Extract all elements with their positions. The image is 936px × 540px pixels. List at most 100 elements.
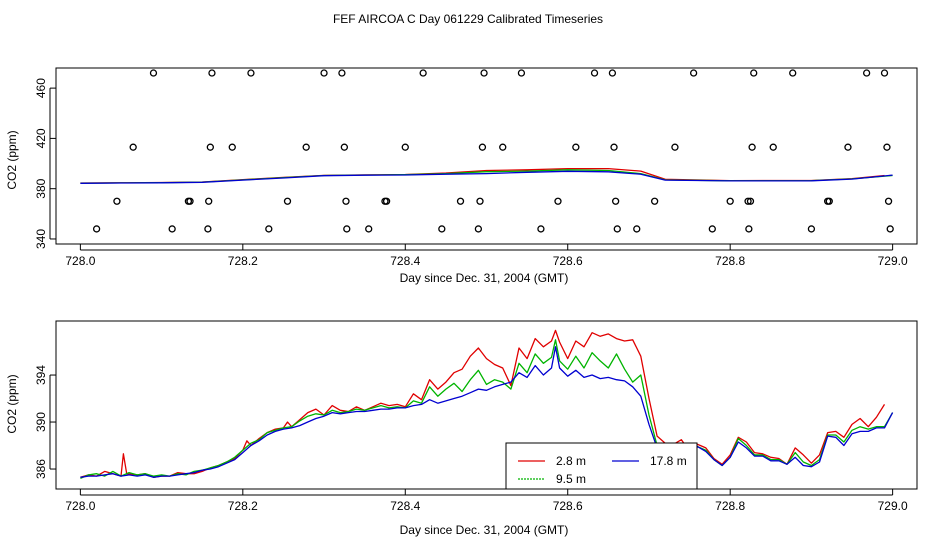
marker-point (320, 69, 328, 77)
marker-point (382, 197, 391, 205)
marker-point (129, 143, 137, 151)
marker-point (342, 197, 350, 205)
marker-point (499, 143, 507, 151)
marker-point (769, 143, 777, 151)
marker-point (302, 143, 310, 151)
top-y-tick-label: 340 (34, 229, 48, 249)
marker-point (883, 143, 891, 151)
marker-point (365, 225, 373, 233)
marker-point (476, 197, 484, 205)
marker-point (726, 197, 734, 205)
top-series-lines (80, 167, 893, 184)
marker-point (474, 225, 483, 233)
top-y-tick-label: 380 (34, 178, 48, 198)
marker-point (480, 69, 488, 77)
marker-point (265, 225, 273, 233)
marker-point (343, 225, 351, 233)
bottom-x-ticks: 728.0 728.2 728.4 728.6 728.8 729.0 (65, 489, 908, 513)
marker-point (419, 69, 427, 77)
bottom-panel: Day since Dec. 31, 2004 (GMT) CO2 (ppm) … (5, 320, 918, 537)
marker-point (338, 69, 346, 77)
bottom-x-axis-label: Day since Dec. 31, 2004 (GMT) (400, 523, 569, 537)
marker-point (610, 143, 618, 151)
bottom-series-9.5m (80, 339, 894, 479)
bottom-x-tick-label: 728.4 (390, 499, 420, 513)
marker-point (554, 197, 562, 205)
marker-point (168, 225, 176, 233)
top-x-tick-label: 729.0 (878, 254, 908, 268)
top-y-ticks: 340 380 420 460 (34, 78, 56, 249)
marker-point (825, 197, 833, 205)
top-x-tick-label: 728.2 (228, 254, 258, 268)
legend-label-2.8m: 2.8 m (556, 454, 586, 468)
top-y-tick-label: 420 (34, 128, 48, 148)
marker-point (186, 197, 194, 205)
top-x-tick-label: 728.0 (65, 254, 95, 268)
figure-title: FEF AIRCOA C Day 061229 Calibrated Times… (333, 12, 603, 26)
legend-label-17.8m: 17.8 m (650, 454, 687, 468)
marker-point (744, 197, 752, 205)
top-plot-frame (55, 67, 918, 245)
marker-point (247, 69, 255, 77)
bottom-y-tick-label: 386 (34, 459, 48, 479)
marker-point (862, 69, 871, 77)
marker-point (572, 143, 580, 151)
marker-point (228, 143, 236, 151)
top-markers (92, 69, 894, 233)
marker-point (149, 69, 158, 77)
marker-point (613, 225, 621, 233)
marker-point (750, 69, 758, 77)
top-x-axis-label: Day since Dec. 31, 2004 (GMT) (400, 271, 569, 285)
top-x-tick-label: 728.4 (390, 254, 420, 268)
marker-point (807, 225, 816, 233)
marker-point (748, 143, 756, 151)
bottom-y-axis-label: CO2 (ppm) (5, 374, 19, 433)
top-x-tick-label: 728.8 (715, 254, 745, 268)
top-series-17.8m (80, 170, 893, 184)
marker-point (401, 143, 409, 151)
marker-point (708, 225, 716, 233)
marker-point (456, 197, 465, 205)
marker-point (633, 225, 641, 233)
marker-point (745, 225, 753, 233)
bottom-x-tick-label: 728.8 (715, 499, 745, 513)
bottom-series-17.8m (80, 346, 894, 478)
legend-label-9.5m: 9.5 m (556, 472, 586, 486)
top-y-axis-label: CO2 (ppm) (5, 130, 19, 189)
marker-point (204, 225, 212, 233)
marker-point (844, 143, 852, 151)
top-y-tick-label: 460 (34, 78, 48, 98)
marker-point (746, 197, 755, 205)
marker-point (206, 143, 214, 151)
marker-point (689, 69, 698, 77)
bottom-x-tick-label: 728.2 (228, 499, 258, 513)
bottom-y-tick-label: 394 (34, 365, 48, 385)
marker-point (880, 69, 889, 77)
marker-point (537, 225, 545, 233)
marker-point (438, 225, 446, 233)
marker-point (283, 197, 292, 205)
marker-point (789, 69, 797, 77)
bottom-x-tick-label: 729.0 (878, 499, 908, 513)
marker-point (478, 143, 487, 151)
bottom-x-tick-label: 728.0 (65, 499, 95, 513)
marker-point (671, 143, 679, 151)
marker-point (608, 69, 617, 77)
bottom-series-lines (80, 329, 894, 479)
marker-point (650, 197, 659, 205)
marker-point (340, 143, 349, 151)
marker-point (517, 69, 526, 77)
marker-point (590, 69, 599, 77)
top-x-ticks: 728.0 728.2 728.4 728.6 728.8 729.0 (65, 244, 908, 268)
top-panel: Day since Dec. 31, 2004 (GMT) CO2 (ppm) … (5, 67, 918, 285)
bottom-y-tick-label: 390 (34, 412, 48, 432)
legend: 2.8 m 17.8 m 9.5 m (505, 442, 698, 490)
marker-point (205, 197, 213, 205)
top-x-tick-label: 728.6 (553, 254, 583, 268)
marker-point (612, 197, 620, 205)
marker-point (92, 225, 101, 233)
marker-point (886, 225, 894, 233)
marker-point (208, 69, 216, 77)
marker-point (113, 197, 121, 205)
